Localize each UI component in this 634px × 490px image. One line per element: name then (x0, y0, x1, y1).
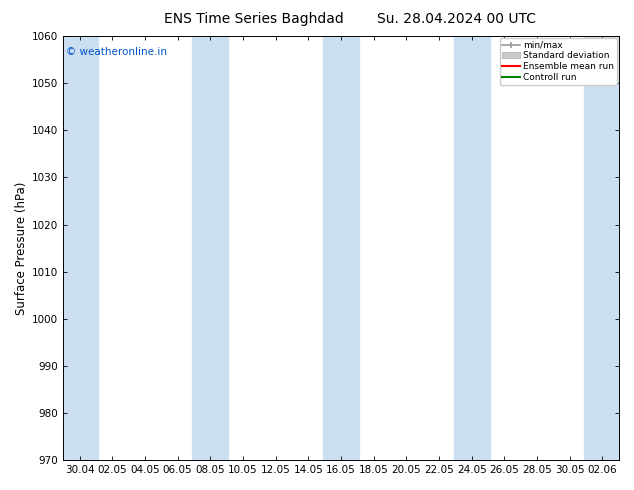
Text: Su. 28.04.2024 00 UTC: Su. 28.04.2024 00 UTC (377, 12, 536, 26)
Bar (192, 36, 228, 460)
Bar (61, 36, 98, 460)
Text: © weatheronline.in: © weatheronline.in (66, 47, 167, 57)
Bar (585, 36, 620, 460)
Bar (323, 36, 359, 460)
Y-axis label: Surface Pressure (hPa): Surface Pressure (hPa) (15, 181, 28, 315)
Bar (454, 36, 489, 460)
Legend: min/max, Standard deviation, Ensemble mean run, Controll run: min/max, Standard deviation, Ensemble me… (500, 38, 617, 85)
Text: ENS Time Series Baghdad: ENS Time Series Baghdad (164, 12, 344, 26)
